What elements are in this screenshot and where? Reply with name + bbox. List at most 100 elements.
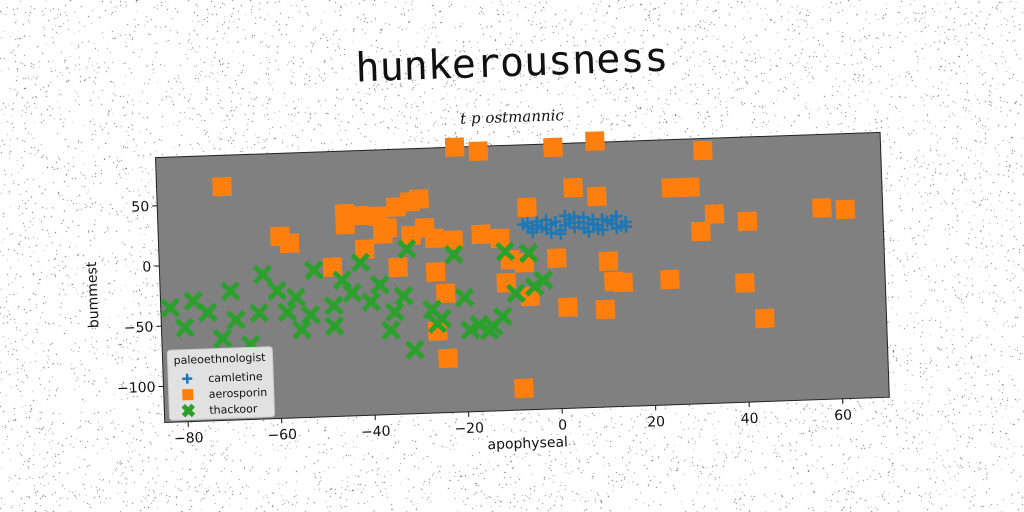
thackoor-point	[324, 316, 345, 337]
thackoor-point	[369, 274, 390, 295]
x-tick-label: −60	[267, 427, 297, 444]
thackoor-point	[361, 292, 382, 312]
x-tick-label: 0	[558, 417, 567, 433]
thackoor-point	[518, 243, 539, 264]
thackoor-point	[174, 317, 195, 338]
thackoor-point-stroke	[267, 280, 287, 301]
thackoor-point-stroke	[325, 316, 345, 337]
thackoor-point-stroke	[304, 260, 324, 281]
thackoor-point	[160, 297, 181, 318]
camletine-point	[605, 214, 618, 227]
thackoor-point	[323, 295, 344, 316]
aerosporin-point	[660, 269, 680, 290]
thackoor-point	[460, 319, 481, 340]
legend: paleoethnologist camletineaerosporinthac…	[166, 346, 276, 421]
thackoor-point	[226, 309, 247, 330]
thackoor-point-stroke	[253, 264, 273, 285]
camletine-point	[563, 216, 576, 229]
camletine-point	[530, 219, 544, 232]
legend-label-camletine: camletine	[208, 370, 263, 385]
x-tick-label: 20	[647, 414, 665, 431]
aerosporin-point	[693, 140, 713, 161]
thackoor-point-stroke	[444, 244, 464, 265]
thackoor-point-stroke	[249, 303, 269, 324]
thackoor-point	[393, 286, 414, 307]
aerosporin-point	[354, 239, 375, 260]
aerosporin-point	[737, 211, 758, 232]
aerosporin-point	[680, 177, 700, 198]
thackoor-point	[380, 320, 401, 341]
legend-box	[166, 346, 276, 421]
thackoor-point	[427, 313, 448, 334]
thackoor-point-stroke	[506, 283, 526, 304]
thackoor-point-stroke	[198, 302, 218, 323]
thackoor-point-stroke	[286, 287, 306, 308]
aerosporin-point	[704, 204, 725, 224]
aerosporin-point	[438, 348, 458, 369]
thackoor-point-stroke	[370, 274, 390, 295]
thackoor-point-stroke	[160, 297, 180, 318]
camletine-point	[545, 226, 558, 240]
aerosporin-point	[812, 198, 832, 218]
x-axis-label: apophyseal	[487, 434, 568, 453]
thackoor-point	[495, 241, 516, 262]
thackoor-point-stroke	[397, 238, 417, 259]
aerosporin-point	[490, 228, 510, 249]
thackoor-point	[505, 283, 526, 304]
thackoor-point-stroke	[460, 319, 480, 340]
x-tick-label: 40	[740, 411, 758, 428]
thackoor-point	[404, 339, 425, 360]
aerosporin-point	[279, 233, 300, 254]
aerosporin-point	[586, 186, 607, 207]
aerosporin-point	[543, 137, 563, 158]
thackoor-point	[342, 283, 363, 303]
thackoor-point-stroke	[427, 313, 447, 334]
aerosporin-point	[517, 197, 537, 218]
thackoor-point-stroke	[495, 241, 515, 262]
aerosporin-point	[547, 248, 567, 268]
thackoor-point-stroke	[422, 299, 442, 320]
legend-label-thackoor: thackoor	[209, 402, 258, 417]
thackoor-point-stroke	[292, 319, 312, 340]
aerosporin-point	[443, 230, 464, 250]
aerosporin-point	[444, 137, 465, 158]
thackoor-point	[303, 260, 324, 281]
thackoor-point	[277, 302, 298, 323]
thackoor-point-stroke	[342, 283, 362, 303]
camletine-point	[526, 226, 539, 239]
thackoor-point-stroke	[277, 302, 297, 323]
thackoor-point-stroke	[361, 292, 381, 312]
camletine-point	[619, 220, 632, 233]
thackoor-point-stroke	[226, 309, 246, 330]
aerosporin-point	[414, 217, 435, 238]
thackoor-point	[252, 264, 273, 285]
y-tick-label: 50	[131, 199, 149, 216]
thackoor-point	[443, 244, 464, 265]
x-tick-label: −80	[174, 430, 204, 447]
legend-marker-thackoor-stroke	[181, 403, 196, 418]
x-axis-ticks: −80 −60 −40 −20 0 20 40 60	[174, 398, 852, 447]
thackoor-point	[384, 302, 405, 322]
thackoor-point-stroke	[220, 281, 240, 302]
legend-marker-camletine	[182, 373, 193, 384]
aerosporin-point	[514, 253, 535, 273]
aerosporin-point	[435, 283, 456, 304]
data-marks	[160, 131, 856, 399]
y-axis-ticks: −100 −50 0 50	[117, 199, 164, 397]
aerosporin-point	[835, 199, 856, 220]
thackoor-point	[212, 328, 233, 349]
thackoor-point-stroke	[405, 339, 425, 360]
aerosporin-point	[471, 224, 491, 245]
thackoor-point-stroke	[534, 270, 554, 291]
aerosporin-point	[520, 286, 540, 307]
y-tick-label: −50	[124, 319, 154, 336]
legend-marker-aerosporin	[182, 388, 194, 401]
thackoor-point-stroke	[519, 243, 539, 264]
thackoor-point	[332, 270, 353, 291]
camletine-point	[587, 218, 600, 231]
camletine-point	[558, 209, 571, 222]
aerosporin-point	[409, 189, 429, 209]
camletine-point	[577, 211, 590, 224]
